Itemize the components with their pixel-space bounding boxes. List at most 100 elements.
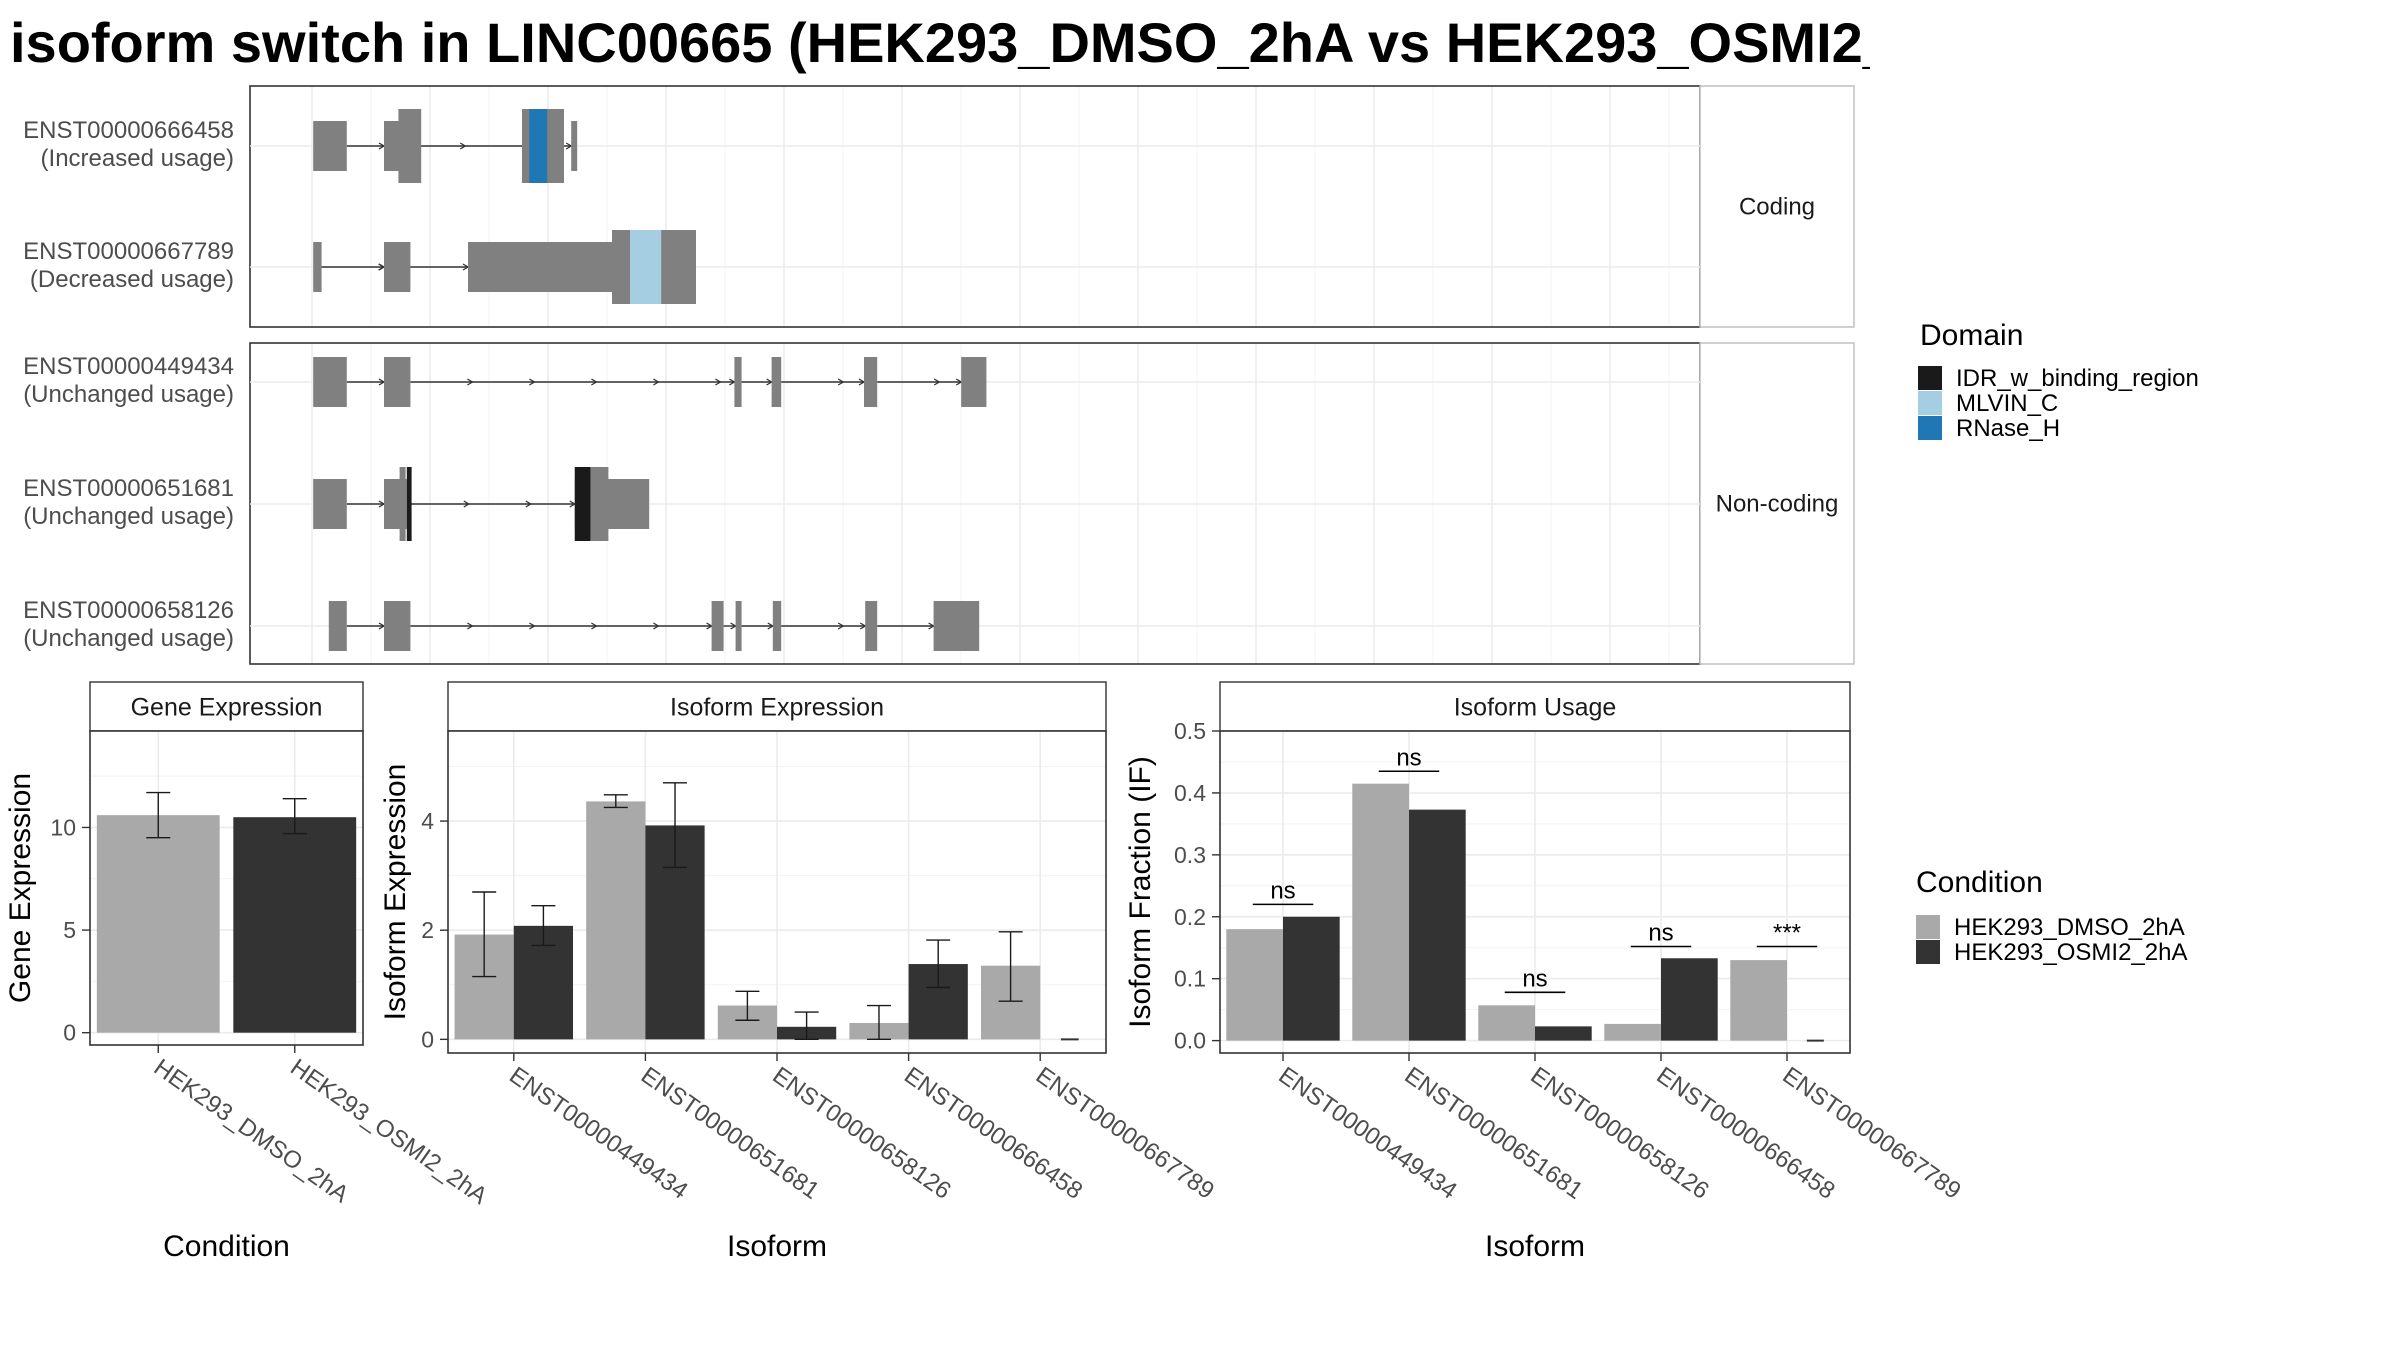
legend-swatch-rnase-h	[1918, 416, 1942, 440]
bar	[1409, 809, 1466, 1041]
cds-block	[399, 467, 406, 541]
bar	[1535, 1026, 1592, 1041]
transcript-id-label: ENST00000667789	[23, 238, 234, 265]
y-tick-label: 0.2	[1174, 904, 1206, 930]
exon-block	[865, 601, 878, 651]
panel-strip	[447, 681, 1107, 732]
y-axis-title: Isoform Expression	[379, 764, 412, 1021]
significance-label: ns	[1396, 744, 1421, 771]
condition-legend-title: Condition	[1916, 866, 2043, 899]
legend-swatch-idr-w-binding-region	[1918, 366, 1942, 390]
intron-arrow	[525, 500, 533, 508]
transcript-id-label: ENST00000658126	[23, 597, 234, 624]
bar	[1226, 929, 1283, 1041]
significance-label: ns	[1648, 919, 1673, 946]
bar	[1478, 1005, 1535, 1041]
transcript-panel-coding	[250, 86, 1700, 327]
bar	[1283, 916, 1340, 1041]
panel-strip	[89, 681, 364, 732]
domain-mlvin-c	[630, 230, 662, 304]
significance-label: ns	[1270, 877, 1295, 904]
exon-block	[313, 357, 347, 407]
exon-block	[711, 601, 724, 651]
y-tick-label: 0.3	[1174, 842, 1206, 868]
exon-block	[313, 121, 347, 171]
bar	[233, 817, 357, 1033]
transcript-id-label: ENST00000449434	[23, 353, 234, 380]
y-tick-label: 5	[63, 917, 76, 943]
exon-block	[771, 357, 782, 407]
transcript-usage-label: (Unchanged usage)	[23, 503, 234, 530]
panel-strip	[1219, 681, 1851, 732]
exon-block	[571, 121, 578, 171]
facet-strip	[1699, 342, 1855, 665]
intron-arrow	[837, 622, 845, 630]
intron-arrow	[653, 622, 660, 630]
y-tick-label: 0.1	[1174, 966, 1206, 992]
error-bar	[282, 798, 307, 835]
exon-block	[313, 479, 347, 529]
intron-arrow	[467, 622, 474, 630]
error-bar	[998, 931, 1023, 1002]
domain-legend-label: RNase_H	[1956, 415, 2060, 442]
intron-arrow	[591, 378, 598, 386]
y-tick-label: 0.4	[1174, 780, 1206, 806]
transcript-usage-label: (Decreased usage)	[30, 266, 234, 293]
error-bar	[663, 782, 688, 869]
intron-arrow	[463, 500, 471, 508]
intron-arrow	[467, 378, 474, 386]
intron-arrow	[591, 622, 598, 630]
bar	[586, 801, 646, 1040]
bar	[1352, 783, 1409, 1041]
domain-legend-label: IDR_w_binding_region	[1956, 365, 2199, 392]
exon-block	[384, 601, 411, 651]
exon-block	[864, 357, 878, 407]
y-tick-label: 0.0	[1174, 1028, 1206, 1054]
x-axis-title: Condition	[163, 1230, 290, 1263]
error-bar	[926, 939, 951, 989]
y-tick-label: 0	[421, 1026, 434, 1052]
intron-arrow	[529, 378, 536, 386]
transcript-id-label: ENST00000666458	[23, 117, 234, 144]
significance-label: ns	[1522, 965, 1547, 992]
y-tick-label: 0	[63, 1020, 76, 1046]
panel-title: Gene Expression	[131, 694, 323, 722]
bar	[1661, 958, 1718, 1041]
error-bar	[603, 794, 628, 809]
domain-rnase-h	[529, 109, 548, 183]
exon-block	[933, 601, 980, 651]
intron-arrow	[715, 378, 722, 386]
intron-arrow	[653, 378, 660, 386]
y-tick-label: 10	[50, 814, 76, 840]
condition-legend-label: HEK293_DMSO_2hA	[1954, 914, 2185, 941]
facet-strip	[1699, 85, 1855, 328]
exon-block	[961, 357, 987, 407]
legend-swatch-mlvin-c	[1918, 391, 1942, 415]
domain-legend-label: MLVIN_C	[1956, 390, 2058, 417]
exon-block	[772, 601, 782, 651]
error-bar	[794, 1011, 819, 1041]
condition-legend-label: HEK293_OSMI2_2hA	[1954, 939, 2187, 966]
cds-block	[398, 109, 422, 183]
bar	[96, 815, 220, 1033]
domain-legend-title: Domain	[1920, 319, 2023, 352]
error-bar	[146, 791, 171, 839]
x-axis-title: Isoform	[1485, 1230, 1585, 1263]
error-bar	[866, 1004, 891, 1041]
panel-border	[89, 730, 364, 1046]
exon-block	[384, 357, 411, 407]
y-tick-label: 0.5	[1174, 718, 1206, 744]
domain-idr-w-binding-region	[406, 467, 412, 541]
intron-arrow	[933, 378, 941, 386]
y-axis-title: Gene Expression	[4, 773, 37, 1003]
chart-title: isoform switch in LINC00665 (HEK293_DMSO…	[10, 11, 1870, 74]
exon-block	[328, 601, 347, 651]
y-axis-title: Isoform Fraction (IF)	[1124, 756, 1157, 1028]
intron-arrow	[529, 622, 536, 630]
bar	[1730, 960, 1787, 1041]
significance-label: ***	[1773, 919, 1801, 946]
facet-label-coding: Coding	[1739, 194, 1815, 221]
exon-block	[384, 242, 411, 292]
x-axis-title: Isoform	[727, 1230, 827, 1263]
